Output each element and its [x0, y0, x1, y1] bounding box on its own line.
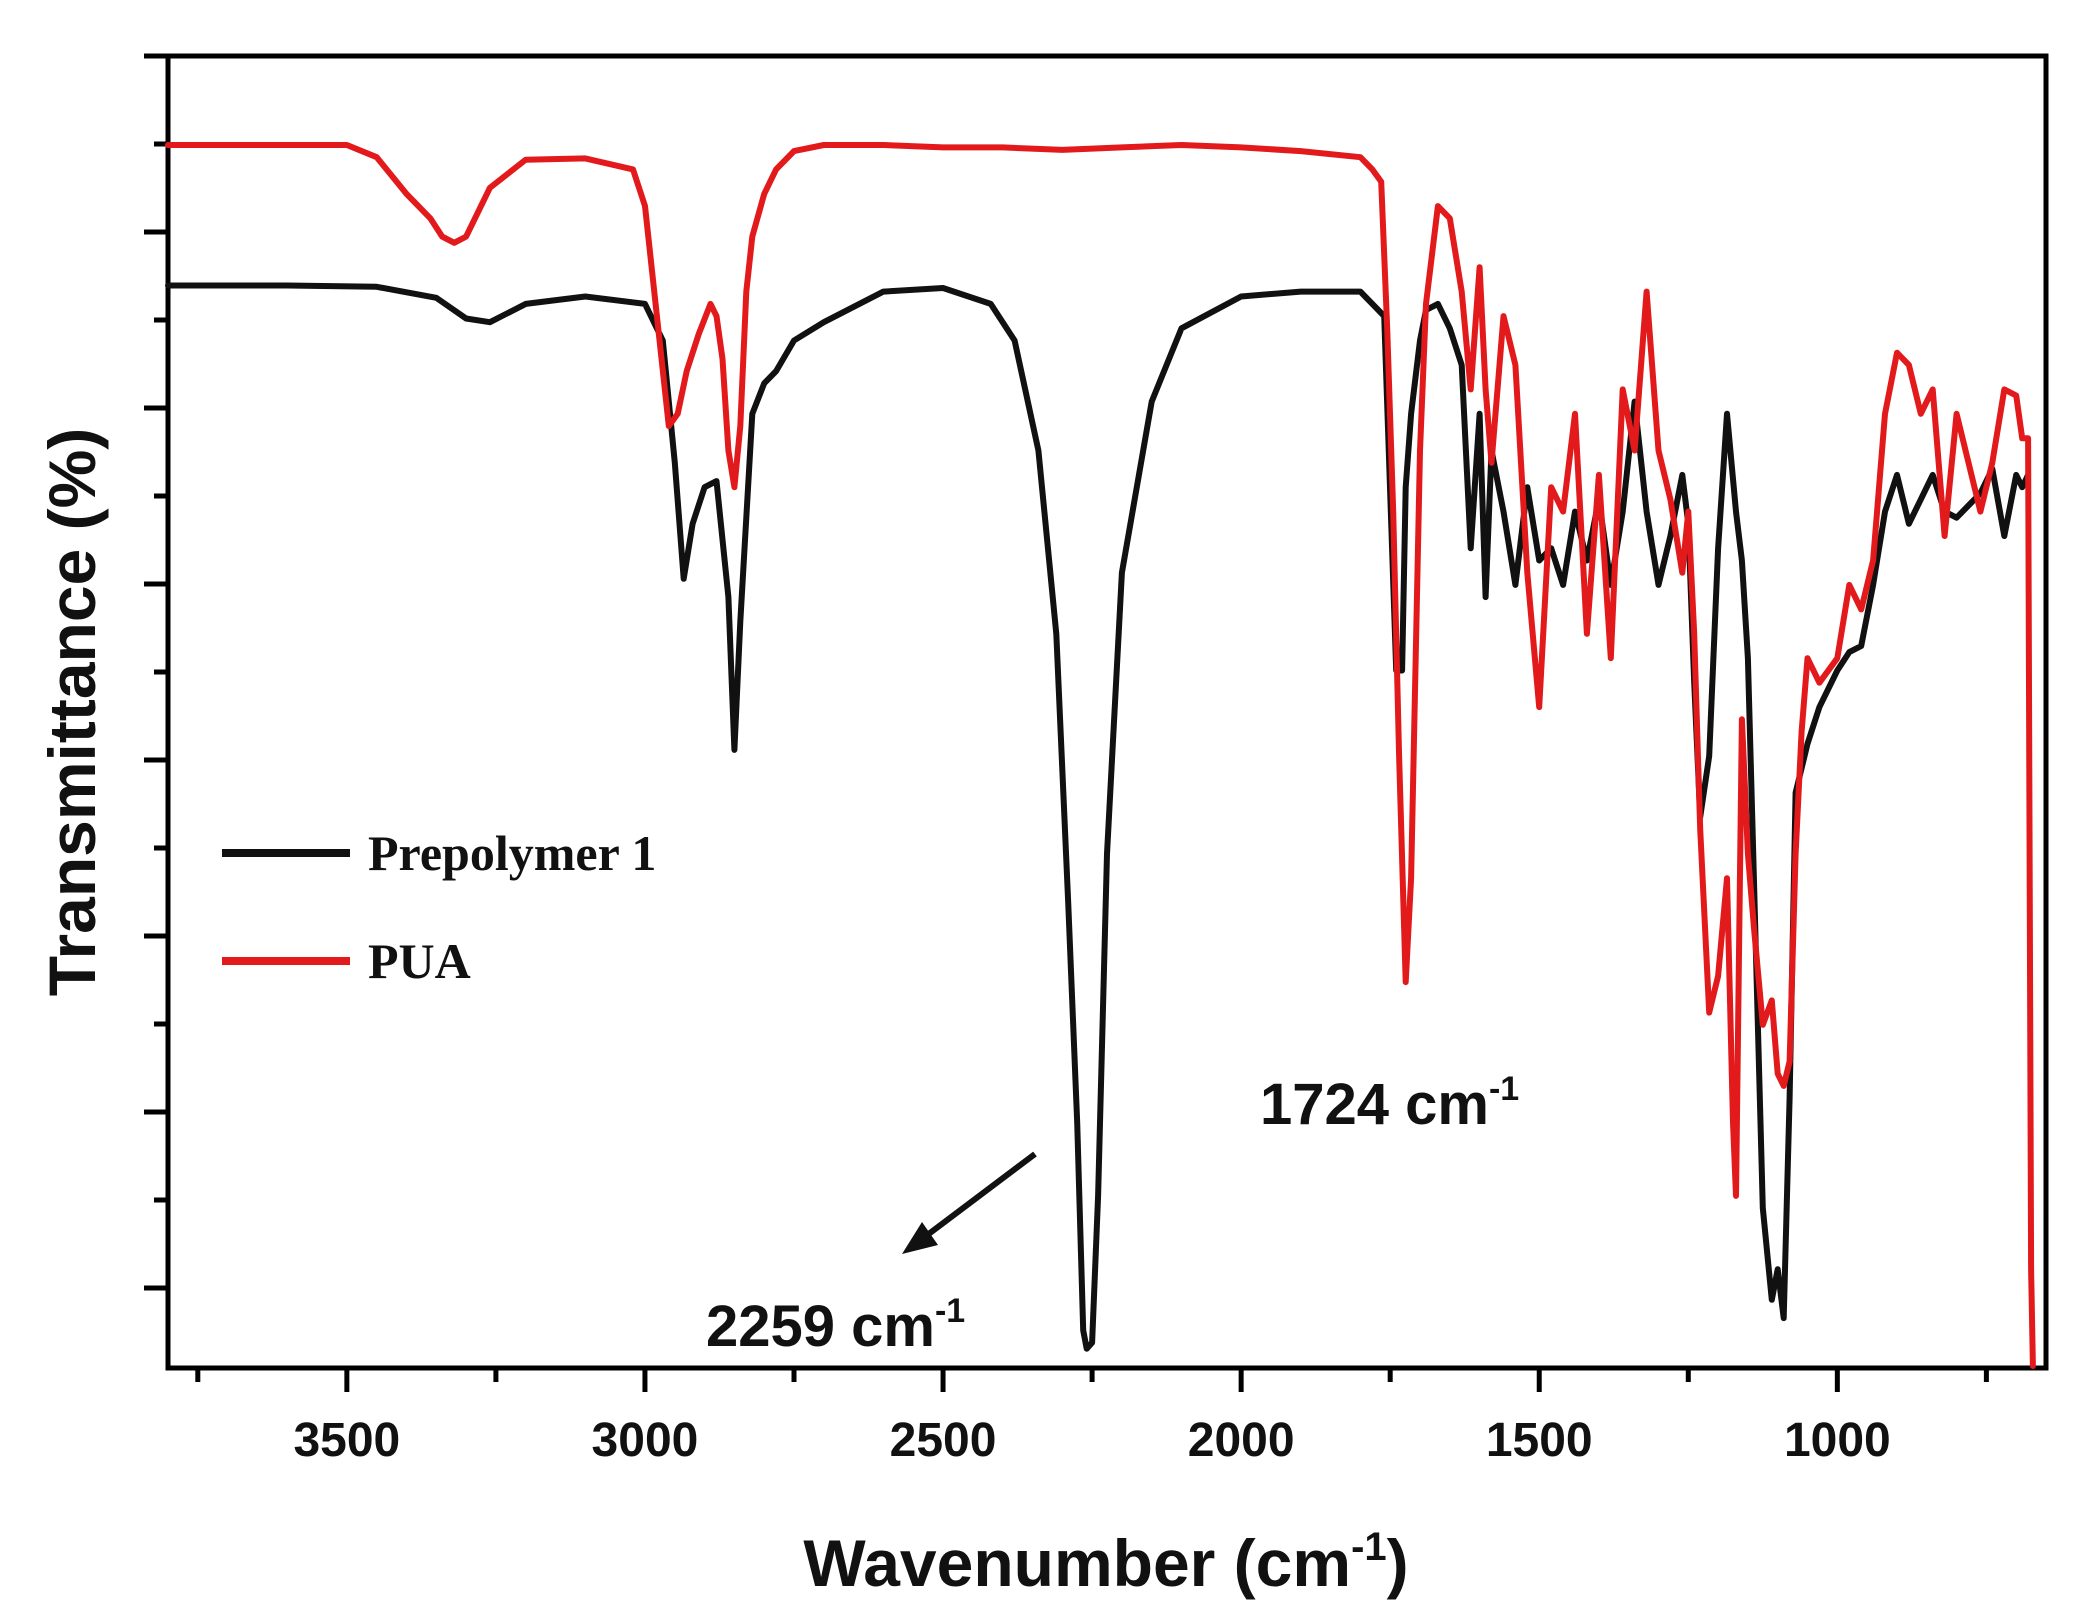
series-line-pua [165, 142, 2036, 1369]
x-tick-label: 3500 [293, 1414, 400, 1467]
plot-frame [165, 53, 2049, 1371]
y-axis-label: Transmittance (%) [35, 428, 109, 996]
legend-label-pua: PUA [368, 933, 471, 989]
annotation-2259: 2259 cm-1 [706, 1151, 1037, 1359]
annotation-arrow-shaft [916, 1151, 1037, 1245]
annotation-1724-text: 1724 cm [1260, 1072, 1489, 1137]
annotation-label-2259: 2259 cm-1 [706, 1292, 965, 1359]
series-line-prepolymer-1 [165, 282, 2032, 1352]
annotation-2259-sup: -1 [935, 1292, 965, 1330]
y-axis-ticks [144, 53, 168, 1291]
annotation-2259-text: 2259 cm [706, 1294, 935, 1359]
annotation-label-1724: 1724 cm-1 [1260, 1070, 1519, 1137]
x-tick-label: 1000 [1784, 1414, 1891, 1467]
x-axis-label: Wavenumber (cm-1) [803, 1525, 1408, 1600]
annotation-1724-sup: -1 [1489, 1070, 1519, 1108]
series-group [165, 142, 2036, 1369]
legend-label-prepolymer-1: Prepolymer 1 [368, 825, 656, 881]
x-axis-label-close: ) [1387, 1526, 1409, 1600]
x-tick-label: 1500 [1486, 1414, 1593, 1467]
annotation-1724: 1724 cm-1 [1260, 1070, 1519, 1137]
x-axis-ticks [195, 1368, 1989, 1392]
x-tick-label: 3000 [592, 1414, 699, 1467]
x-axis-label-text: Wavenumber (cm [803, 1526, 1351, 1600]
x-tick-label: 2500 [890, 1414, 997, 1467]
x-axis-label-sup: -1 [1351, 1525, 1387, 1569]
annotation-arrow-head [902, 1222, 938, 1254]
x-tick-label: 2000 [1188, 1414, 1295, 1467]
legend: Prepolymer 1 PUA [222, 825, 656, 989]
x-axis-tick-labels: 3500 3000 2500 2000 1500 1000 [293, 1414, 1890, 1467]
